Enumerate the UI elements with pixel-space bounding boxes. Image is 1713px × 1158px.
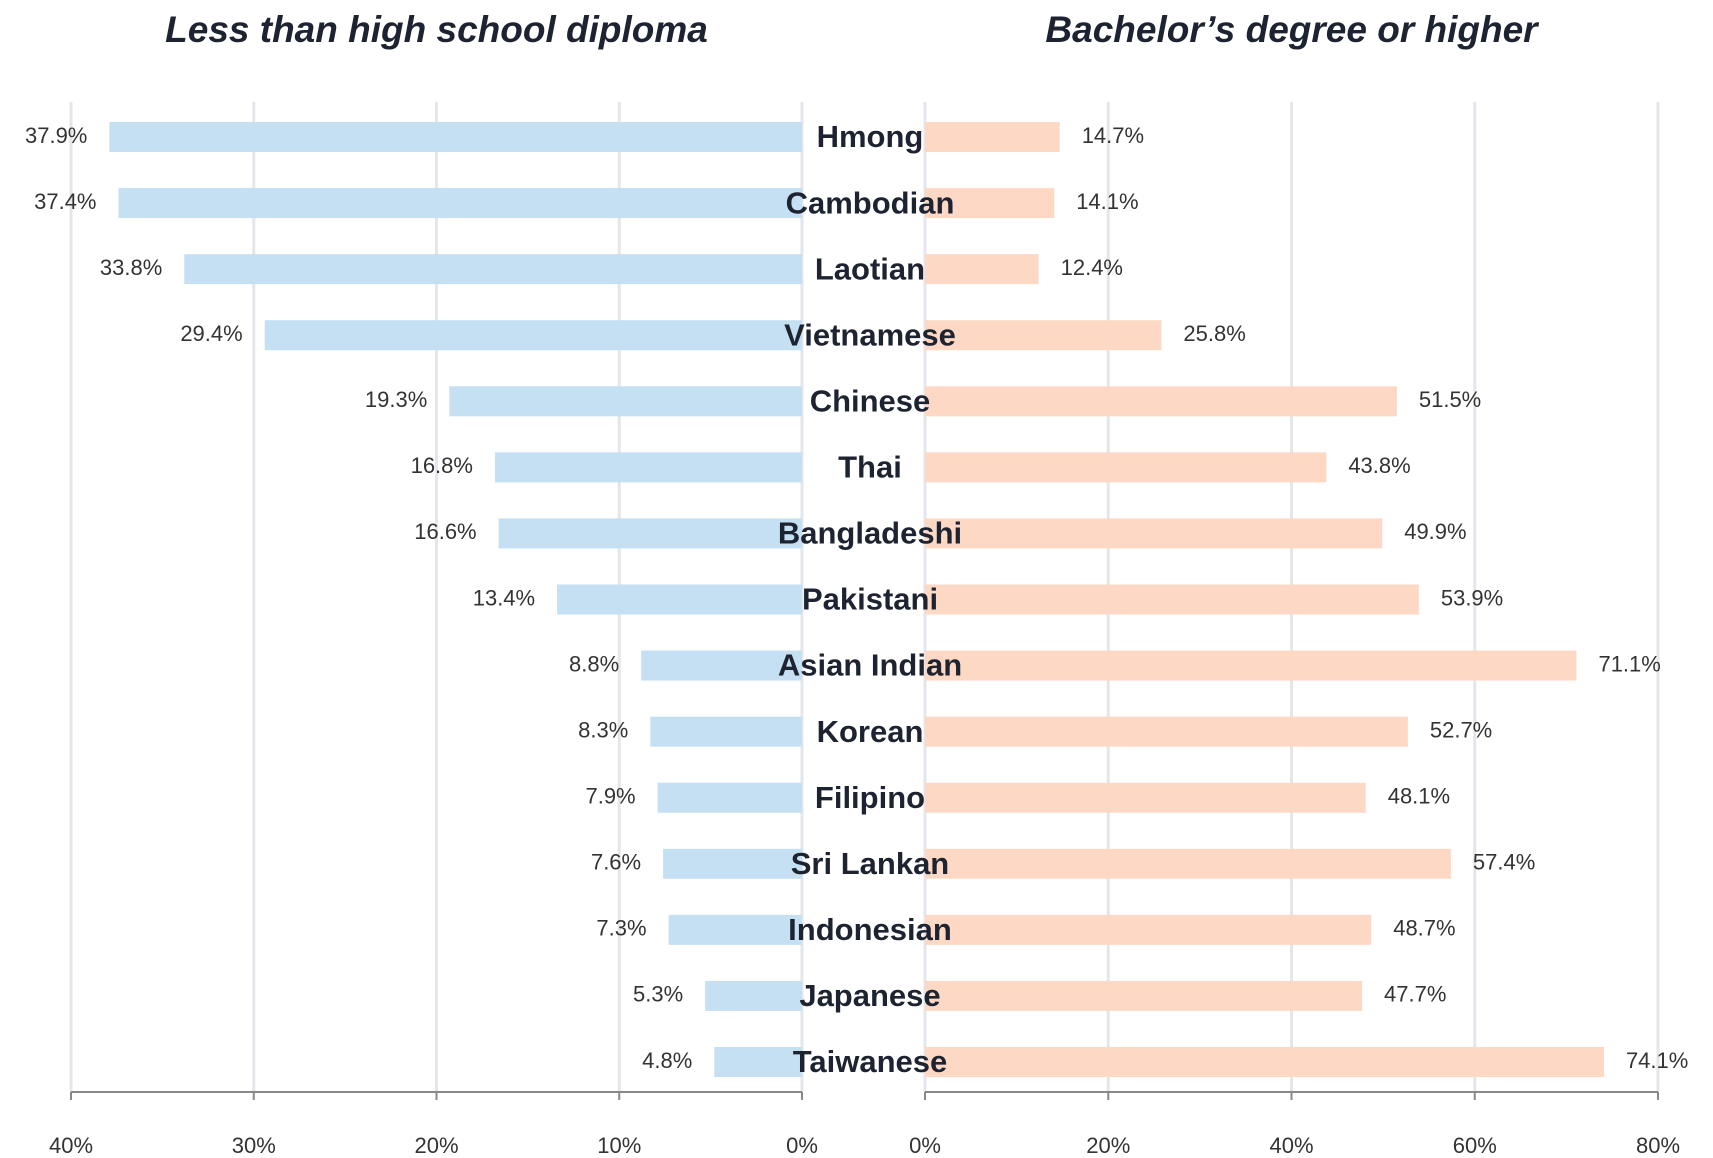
bar [925,188,1055,219]
x-tick-label: 10% [597,1133,641,1158]
x-tick-label: 20% [1086,1133,1130,1158]
category-label: Sri Lankan [791,846,950,881]
bar [494,452,802,483]
data-label: 52.7% [1430,717,1492,742]
data-label: 48.7% [1393,916,1455,941]
category-label: Filipino [815,780,925,815]
x-tick-label: 20% [414,1133,458,1158]
bar [663,848,802,879]
bar [925,452,1327,483]
data-label: 5.3% [633,982,683,1007]
data-label: 4.8% [642,1048,692,1073]
bar [109,122,802,152]
data-label: 49.9% [1404,519,1466,544]
x-tick-label: 40% [1269,1133,1313,1158]
data-label: 7.9% [585,784,635,809]
data-label: 13.4% [473,585,535,610]
bar [925,980,1363,1011]
bar [449,386,802,417]
category-label: Taiwanese [793,1044,948,1079]
data-label: 8.3% [578,717,628,742]
bar [714,1046,802,1077]
x-tick-label: 30% [232,1133,276,1158]
bar [705,980,802,1011]
data-label: 7.3% [596,916,646,941]
category-label: Japanese [799,978,940,1013]
x-tick-label: 40% [49,1133,93,1158]
bar [925,782,1366,813]
bar [668,914,802,945]
data-label: 53.9% [1441,585,1503,610]
data-label: 43.8% [1348,453,1410,478]
data-label: 57.4% [1473,850,1535,875]
data-label: 48.1% [1388,784,1450,809]
data-label: 71.1% [1598,651,1660,676]
data-label: 25.8% [1183,321,1245,346]
x-tick-label: 60% [1453,1133,1497,1158]
bar [184,254,802,285]
bar [925,914,1372,945]
data-label: 37.4% [34,189,96,214]
category-label: Vietnamese [784,317,956,352]
chart-title: Less than high school diploma [165,9,708,50]
category-label: Bangladeshi [778,516,962,551]
bar [925,584,1419,615]
bar [925,1046,1604,1077]
category-label: Thai [838,450,902,485]
data-label: 19.3% [365,387,427,412]
bar [118,188,802,219]
bar [925,716,1408,747]
data-label: 37.9% [25,123,87,148]
data-label: 29.4% [180,321,242,346]
data-label: 7.6% [591,850,641,875]
bar [925,254,1039,285]
bar [925,320,1162,351]
data-label: 47.7% [1384,982,1446,1007]
chart-title: Bachelor’s degree or higher [1045,9,1540,50]
data-label: 16.6% [414,519,476,544]
bar [641,650,802,681]
data-label: 74.1% [1626,1048,1688,1073]
bar [925,848,1451,879]
bar [657,782,802,813]
bar [650,716,802,747]
category-label: Asian Indian [778,648,962,683]
bar [925,650,1577,681]
bar [557,584,802,615]
category-label: Laotian [815,251,925,286]
data-label: 14.7% [1082,123,1144,148]
x-tick-label: 0% [786,1133,818,1158]
bar [925,122,1060,152]
data-label: 12.4% [1061,255,1123,280]
bar [264,320,803,351]
category-label: Chinese [810,383,931,418]
category-label: Cambodian [786,185,955,220]
bar [925,386,1397,417]
x-tick-label: 80% [1636,1133,1680,1158]
data-label: 33.8% [100,255,162,280]
bar [498,518,802,549]
data-label: 14.1% [1076,189,1138,214]
data-label: 8.8% [569,651,619,676]
x-tick-label: 0% [909,1133,941,1158]
data-label: 16.8% [411,453,473,478]
category-label: Korean [817,714,924,749]
data-label: 51.5% [1419,387,1481,412]
category-label: Pakistani [802,582,938,617]
category-label: Indonesian [788,912,952,947]
bar [925,518,1383,549]
category-label: Hmong [817,119,924,154]
